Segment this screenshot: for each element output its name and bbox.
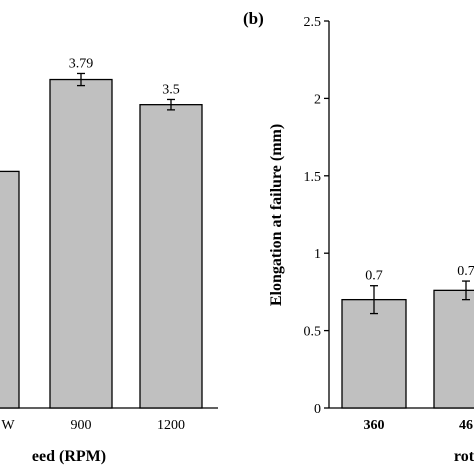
panel-b-x-tick-label: 46 bbox=[459, 418, 473, 433]
panel-a-x-tick-label: W bbox=[1, 418, 15, 433]
panel-a-x-tick-label: 900 bbox=[71, 418, 92, 433]
panel-a-bar bbox=[139, 104, 203, 409]
panel-b-x-tick-label: 360 bbox=[364, 418, 385, 433]
panel-b-y-axis-label: Elongation at failure (mm) bbox=[268, 124, 285, 306]
panel-a-x-axis-label: eed (RPM) bbox=[32, 448, 106, 465]
panel-a-bar bbox=[0, 170, 20, 409]
panel-b-y-tick-label: 1 bbox=[314, 247, 321, 262]
panel-b-bar bbox=[341, 298, 407, 409]
panel-a-x-tick-label: 1200 bbox=[157, 418, 185, 433]
panel-a-bar bbox=[49, 78, 113, 409]
panel-b-x-axis-label: rot bbox=[454, 448, 474, 465]
panel-b-y-tick-label: 1.5 bbox=[304, 170, 322, 185]
panel-a-data-label: 3.5 bbox=[162, 82, 180, 97]
panel-b: (b) 0 0.5 1 1.5 2 2.5 Elongation at failure (mm… bbox=[243, 9, 474, 465]
panel-b-y-tick-label: 2 bbox=[314, 92, 321, 107]
panel-b-y-tick-label: 0.5 bbox=[304, 325, 322, 340]
panel-b-y-tick-label: 2.5 bbox=[304, 15, 322, 30]
panel-b-y-tick-label: 0 bbox=[314, 402, 321, 417]
panel-a-data-label: 3.79 bbox=[69, 56, 94, 71]
panel-b-label: (b) bbox=[243, 9, 264, 28]
panel-a: W 3.79 900 3.5 1200 eed (RPM) bbox=[0, 56, 218, 465]
panel-b-bar bbox=[433, 289, 474, 409]
panel-b-data-label: 0.7 bbox=[457, 264, 474, 279]
panel-b-data-label: 0.7 bbox=[365, 269, 383, 284]
